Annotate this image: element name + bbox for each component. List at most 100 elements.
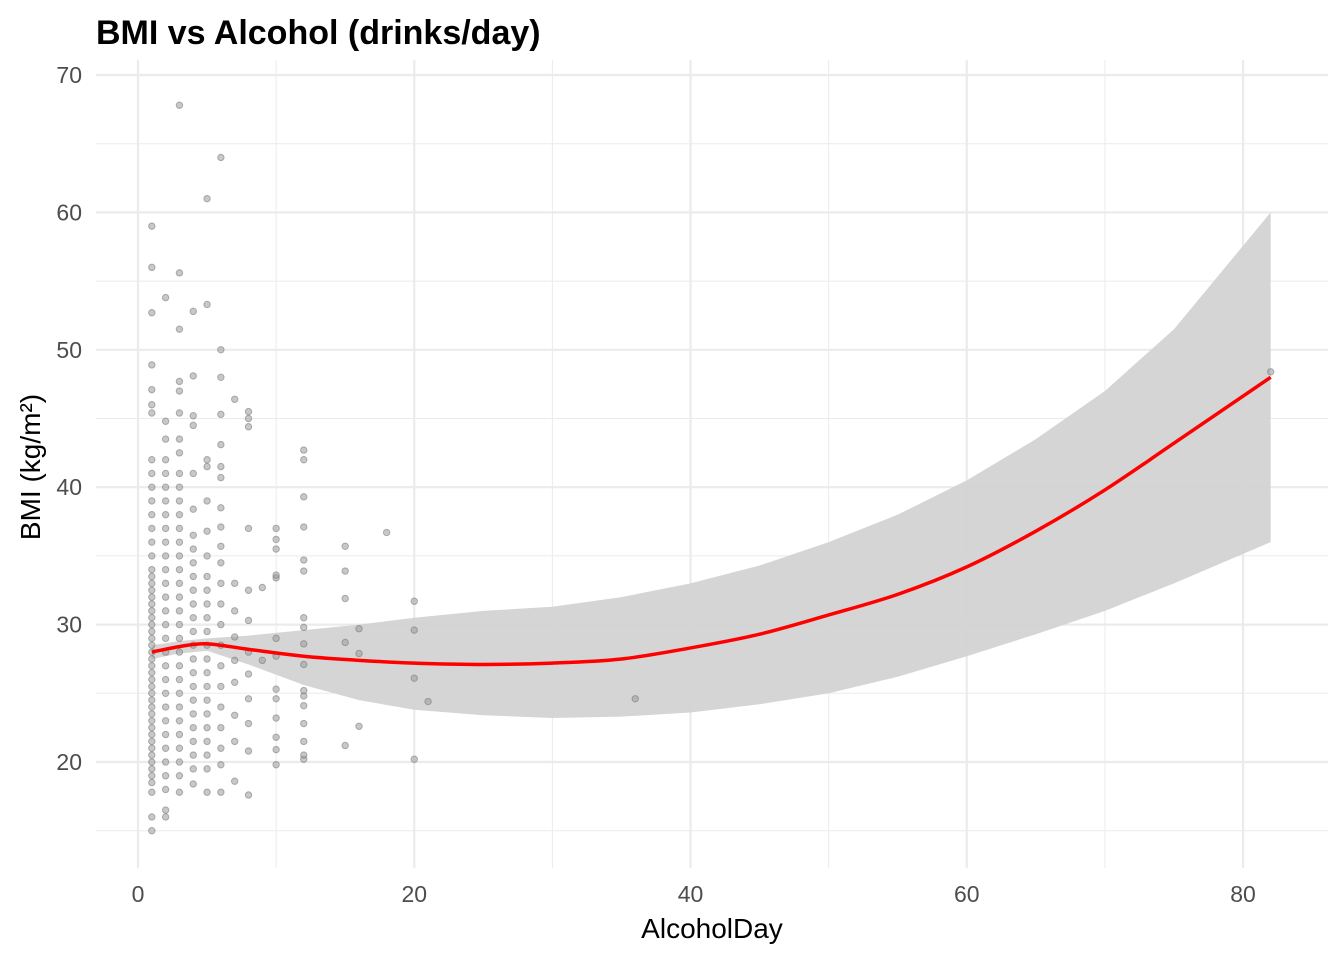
data-point <box>175 689 184 697</box>
data-point <box>148 668 156 677</box>
data-point <box>148 401 156 409</box>
data-point <box>244 747 253 755</box>
data-point <box>189 614 197 622</box>
data-point <box>148 483 156 491</box>
data-point <box>272 571 280 579</box>
data-point <box>161 703 170 711</box>
y-tick-label: 30 <box>56 612 82 638</box>
data-point <box>217 703 225 711</box>
data-point <box>161 565 170 574</box>
data-point <box>148 565 156 574</box>
data-point <box>161 607 170 615</box>
data-point <box>300 623 308 632</box>
data-point <box>148 717 156 725</box>
data-point <box>189 710 197 718</box>
data-point <box>203 462 211 471</box>
data-point <box>230 656 239 665</box>
data-point <box>161 579 170 588</box>
data-point <box>175 524 184 533</box>
data-point <box>189 627 197 636</box>
data-point <box>203 552 211 560</box>
data-point <box>203 737 211 746</box>
data-point <box>148 710 156 718</box>
data-point <box>217 682 225 691</box>
data-point <box>217 473 225 482</box>
data-point <box>161 772 170 780</box>
data-point <box>189 696 197 704</box>
data-point <box>244 719 253 728</box>
data-point <box>189 412 197 420</box>
data-point <box>175 717 184 725</box>
data-point <box>175 435 184 443</box>
data-point <box>355 649 363 658</box>
data-point <box>148 607 156 615</box>
data-point <box>203 572 211 581</box>
data-point <box>189 682 197 691</box>
data-point <box>300 456 308 464</box>
data-point <box>175 538 184 546</box>
data-point <box>175 648 184 656</box>
data-point <box>161 469 170 478</box>
data-point <box>148 586 156 594</box>
data-point <box>203 527 211 535</box>
data-point <box>148 827 156 835</box>
data-point <box>175 409 184 417</box>
data-point <box>148 614 156 622</box>
data-point <box>175 703 184 711</box>
data-point <box>175 269 184 277</box>
data-point <box>341 638 349 647</box>
data-point <box>189 545 197 553</box>
data-point <box>161 524 170 533</box>
data-point <box>424 697 432 706</box>
data-point <box>244 695 253 703</box>
data-point <box>175 662 184 670</box>
data-point <box>175 510 184 519</box>
data-point <box>148 682 156 691</box>
x-tick-label: 20 <box>401 881 427 907</box>
data-point <box>175 552 184 560</box>
data-point <box>175 101 184 109</box>
data-point <box>355 625 363 633</box>
data-point <box>300 567 308 575</box>
data-point <box>1266 368 1275 376</box>
data-point <box>230 737 239 746</box>
y-tick-label: 50 <box>56 337 82 363</box>
data-point <box>148 572 156 581</box>
data-point <box>217 462 225 471</box>
data-point <box>148 778 156 787</box>
data-point <box>148 813 156 821</box>
x-tick-label: 40 <box>678 881 704 907</box>
data-point <box>161 538 170 546</box>
data-point <box>161 744 170 752</box>
data-point <box>161 717 170 725</box>
data-point <box>175 377 184 386</box>
data-point <box>175 634 184 643</box>
x-tick-label: 0 <box>132 881 145 907</box>
data-point <box>148 593 156 601</box>
data-point <box>203 682 211 691</box>
data-point <box>230 395 239 403</box>
data-point <box>203 723 211 732</box>
data-point <box>272 634 280 643</box>
data-point <box>217 744 225 752</box>
data-point <box>203 788 211 796</box>
data-point <box>300 614 308 622</box>
data-point <box>148 696 156 704</box>
data-point <box>244 423 253 431</box>
data-point <box>203 765 211 773</box>
data-point <box>410 755 418 763</box>
data-point <box>300 660 308 669</box>
data-point <box>300 701 308 710</box>
data-point <box>631 695 639 703</box>
data-point <box>189 531 197 539</box>
data-point <box>272 714 280 722</box>
data-point <box>148 627 156 636</box>
data-point <box>175 469 184 478</box>
data-point <box>203 456 211 464</box>
data-point <box>410 674 418 682</box>
data-point <box>175 730 184 739</box>
data-point <box>161 497 170 505</box>
data-point <box>217 504 225 512</box>
data-point <box>230 633 239 641</box>
x-tick-label: 80 <box>1230 881 1256 907</box>
